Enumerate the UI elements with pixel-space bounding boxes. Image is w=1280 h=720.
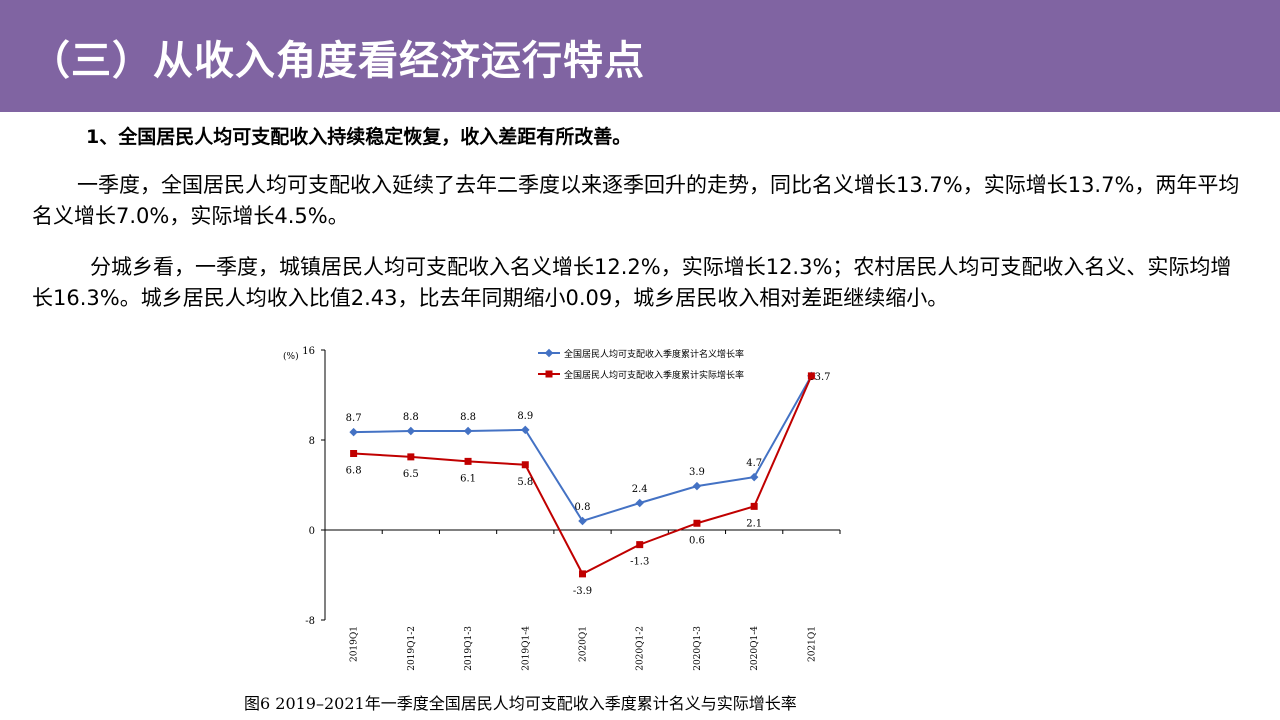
series-2-point	[579, 570, 586, 578]
data-label: 8.8	[403, 412, 419, 423]
paragraph-national-income: 一季度，全国居民人均可支配收入延续了去年二季度以来逐季回升的走势，同比名义增长1…	[32, 173, 1240, 228]
legend-label-1: 全国居民人均可支配收入季度累计名义增长率	[564, 348, 744, 360]
x-tick-label: 2019Q1-4	[521, 626, 531, 671]
y-tick-label: 0	[309, 526, 315, 537]
data-label: 4.7	[746, 458, 762, 469]
data-label: 3.9	[689, 467, 705, 478]
series-1-point	[635, 498, 644, 508]
page-title: （三）从收入角度看经济运行特点	[30, 38, 645, 84]
x-tick-label: 2020Q1	[579, 626, 589, 662]
data-label: -1.3	[630, 557, 649, 568]
data-label: 13.7	[808, 372, 830, 383]
x-tick-label: 2020Q1-4	[750, 626, 760, 671]
series-1-point	[349, 427, 358, 437]
series-line-2	[353, 375, 813, 576]
series-1-point	[692, 481, 702, 491]
y-unit-label: (%)	[283, 351, 299, 362]
y-tick-label: 8	[309, 436, 315, 447]
series-line-1	[353, 375, 813, 523]
data-label: 8.8	[460, 412, 476, 423]
data-label: 0.6	[689, 535, 705, 546]
chart-caption: 图6 2019–2021年一季度全国居民人均可支配收入季度累计名义与实际增长率	[244, 694, 797, 713]
series-2-point	[464, 457, 472, 465]
x-tick-label: 2020Q1-2	[636, 626, 646, 671]
series-1-point	[749, 472, 759, 482]
paragraph-urban-rural: 分城乡看，一季度，城镇居民人均可支配收入名义增长12.2%，实际增长12.3%；…	[32, 255, 1232, 310]
data-label: 6.8	[346, 466, 362, 477]
series-1-point	[406, 426, 416, 436]
series-2-point	[636, 541, 644, 549]
x-tick-label: 2019Q1	[350, 626, 360, 662]
series-2-point	[807, 372, 815, 380]
x-tick-label: 2020Q1-3	[693, 626, 703, 671]
legend-label-2: 全国居民人均可支配收入季度累计实际增长率	[564, 369, 744, 381]
section-subheading: 1、全国居民人均可支配收入持续稳定恢复，收入差距有所改善。	[86, 126, 632, 148]
data-label: 5.8	[517, 477, 533, 488]
series-2-point	[521, 461, 529, 469]
series-2-point	[407, 453, 415, 461]
data-label: 2.1	[746, 518, 762, 529]
y-tick-label: -8	[305, 616, 315, 627]
income-growth-chart: -8 0 8 16(%) 2019Q1 2019Q1-2 2019Q1-3 2019Q1-4 2…	[283, 346, 841, 671]
series-2-point	[350, 450, 358, 457]
data-label: 6.1	[460, 473, 476, 484]
y-tick-label: 16	[302, 346, 315, 357]
x-tick-label: 2021Q1	[807, 626, 817, 662]
legend-marker-2	[545, 370, 553, 378]
x-tick-label: 2019Q1-2	[407, 626, 417, 671]
x-tick-label: 2019Q1-3	[464, 626, 474, 671]
data-label: 0.8	[575, 502, 591, 513]
data-label: 8.7	[346, 413, 362, 424]
legend-marker-1	[544, 348, 554, 358]
series-1-point	[463, 426, 473, 436]
series-1-point	[521, 425, 530, 435]
series-2-point	[693, 519, 701, 527]
data-label: 8.9	[517, 411, 533, 422]
title-bar: （三）从收入角度看经济运行特点	[0, 0, 1280, 112]
data-label: 6.5	[403, 469, 419, 480]
series-2-point	[750, 502, 758, 510]
data-label: 2.4	[632, 484, 648, 495]
data-label: -3.9	[573, 586, 592, 597]
